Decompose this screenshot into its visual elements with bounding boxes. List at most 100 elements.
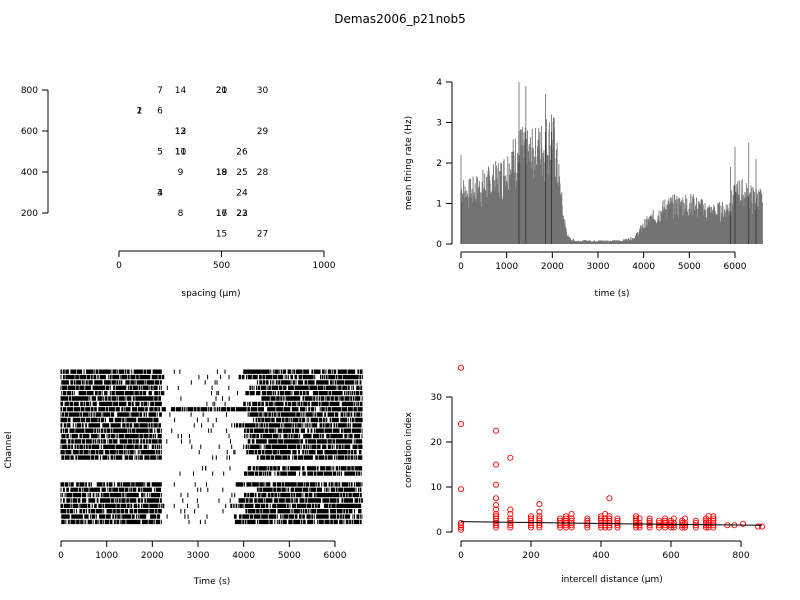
layout-x-tick-label: 0 — [116, 261, 122, 271]
corr-point — [636, 524, 643, 531]
corr-point — [662, 519, 669, 527]
corr-point — [662, 517, 669, 524]
corr-y-tick-label: 10 — [431, 483, 443, 493]
corr-point — [670, 522, 677, 529]
layout-x-tick-label: 500 — [213, 261, 230, 271]
corr-point — [457, 519, 465, 527]
electrode-label: 13 — [175, 127, 186, 137]
corr-point — [606, 495, 613, 502]
raster-x-tick-label: 3000 — [187, 551, 210, 561]
corr-point — [584, 524, 591, 531]
corr-point — [492, 513, 500, 520]
panel-rate: time (s) mean firing rate (Hz) 0 1000 2000… — [404, 78, 763, 299]
corr-x-tick-label: 400 — [592, 551, 609, 561]
panel-raster: Time (s) Channel 0 1000 2000 3000 4000 5000 60… — [4, 369, 363, 587]
electrode-label: 25 — [236, 168, 247, 178]
raster-channel-spikes — [60, 509, 362, 514]
corr-point — [562, 513, 570, 520]
corr-point — [692, 517, 699, 524]
raster-channel-spikes — [60, 503, 362, 508]
electrode-label: 29 — [257, 127, 269, 137]
corr-point — [606, 515, 613, 522]
corr-point — [568, 510, 575, 518]
corr-x-tick-label: 600 — [662, 551, 679, 561]
raster-channel-spikes — [201, 466, 363, 471]
corr-point — [584, 522, 591, 529]
corr-point — [710, 513, 717, 520]
corr-point — [606, 513, 613, 520]
corr-point — [527, 517, 535, 524]
electrode-label: 6 — [157, 107, 163, 117]
corr-point — [557, 515, 564, 522]
corr-point — [606, 522, 613, 529]
corr-point — [507, 510, 514, 518]
electrode-label: 3 — [157, 189, 163, 199]
corr-point — [636, 522, 643, 529]
raster-x-tick-label: 1000 — [95, 551, 118, 561]
corr-point — [636, 515, 643, 522]
corr-point — [507, 454, 514, 461]
raster-channel-spikes — [61, 455, 363, 460]
raster-x-tick-label: 6000 — [324, 551, 347, 561]
rate-x-tick-label: 1000 — [495, 262, 518, 272]
corr-point — [662, 524, 669, 531]
corr-point — [492, 510, 500, 518]
corr-point — [492, 461, 500, 468]
corr-point — [492, 515, 500, 522]
corr-ylabel: correlation index — [404, 411, 414, 487]
corr-point — [492, 522, 500, 529]
electrode-label: 16 — [216, 209, 228, 219]
raster-channel-spikes — [60, 444, 363, 449]
raster-channel-spikes — [61, 519, 362, 525]
rate-y-tick-label: 2 — [436, 159, 442, 169]
corr-point — [670, 515, 677, 522]
corr-point — [614, 524, 621, 531]
electrode-label: 11 — [175, 148, 186, 158]
corr-point — [614, 515, 621, 522]
rate-x-tick-label: 5000 — [678, 262, 701, 272]
electrode-label: 20 — [216, 86, 228, 96]
corr-point — [527, 515, 535, 522]
corr-point — [646, 515, 653, 522]
raster-channel-spikes — [60, 412, 363, 417]
electrode-label: 27 — [257, 230, 268, 240]
corr-fit-line — [460, 521, 763, 526]
corr-point — [710, 519, 717, 527]
raster-channel-spikes — [60, 492, 362, 498]
corr-point — [536, 515, 543, 522]
electrode-label: 26 — [236, 148, 248, 158]
raster-x-tick-label: 0 — [58, 551, 64, 561]
corr-point — [507, 515, 514, 522]
electrode-label: 24 — [236, 189, 248, 199]
corr-point — [656, 519, 663, 527]
electrode-label: 21 — [216, 86, 227, 96]
layout-y-tick-label: 400 — [21, 168, 38, 178]
electrode-label: 23 — [236, 209, 247, 219]
figure-title: Demas2006_p21nob5 — [334, 12, 466, 26]
raster-channel-spikes — [60, 385, 363, 390]
corr-point — [656, 524, 663, 531]
corr-point — [457, 420, 465, 428]
raster-xlabel: Time (s) — [193, 577, 231, 587]
electrode-label: 4 — [157, 189, 163, 199]
corr-point — [527, 513, 535, 520]
corr-point — [457, 526, 465, 533]
corr-point — [492, 501, 500, 509]
layout-x-tick-label: 1000 — [313, 261, 336, 271]
corr-point — [636, 519, 643, 527]
corr-point — [492, 481, 500, 488]
rate-x-tick-label: 4000 — [632, 262, 655, 272]
corr-x-tick-label: 800 — [732, 551, 749, 561]
corr-point — [646, 517, 653, 524]
raster-channel-spikes — [61, 433, 363, 439]
layout-y-tick-label: 600 — [21, 127, 38, 137]
corr-point — [536, 524, 543, 531]
corr-point — [536, 501, 543, 508]
electrode-label: 28 — [257, 168, 269, 178]
corr-point — [557, 524, 564, 531]
corr-point — [681, 515, 689, 522]
rate-x-tick-label: 2000 — [541, 262, 564, 272]
corr-point — [646, 524, 653, 531]
corr-point — [710, 515, 717, 522]
